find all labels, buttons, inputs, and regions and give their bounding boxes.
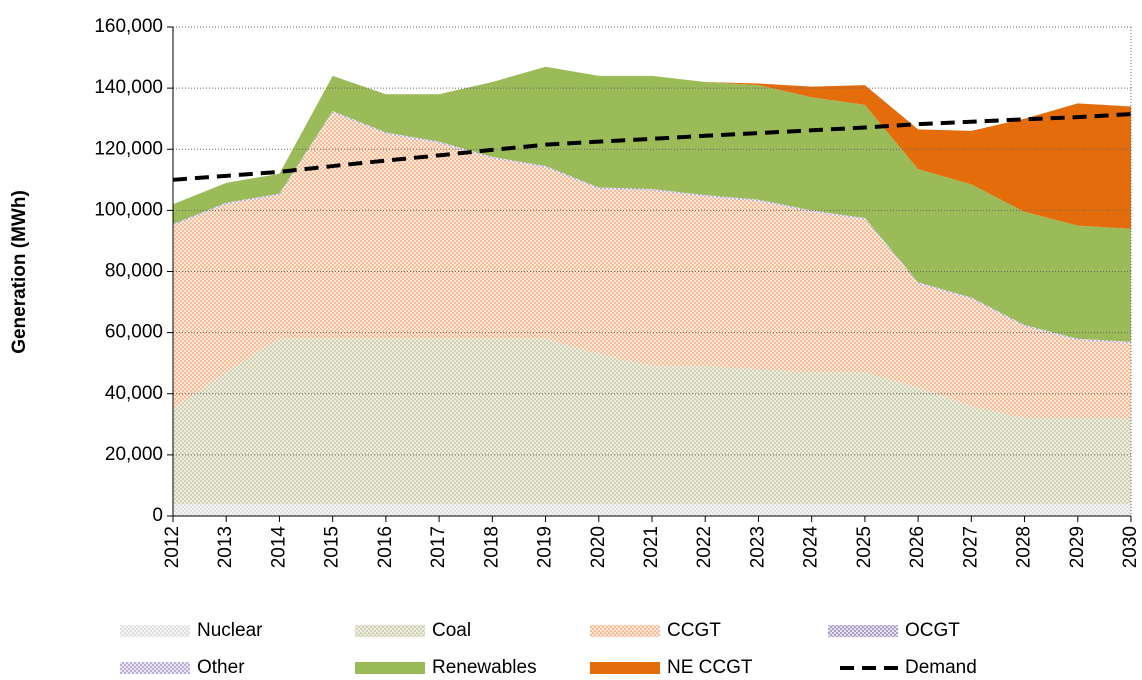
x-tick-label: 2022 [694,526,715,568]
x-tick-label: 2030 [1120,526,1141,568]
x-tick-label: 2012 [162,526,183,568]
y-tick-label: 160,000 [94,16,163,37]
legend-swatch [120,662,190,674]
y-tick-label: 20,000 [105,444,163,465]
legend-swatch [590,662,660,674]
area [173,66,1131,229]
legend-swatch [355,662,425,674]
x-tick-label: 2013 [215,526,236,568]
area [173,112,1131,419]
legend-swatch [590,625,660,637]
line [172,112,1132,182]
area [173,66,1131,342]
legend-label: CCGT [667,620,721,641]
x-tick-label: 2021 [641,526,662,568]
y-tick-label: 100,000 [94,199,163,220]
y-tick-label: 0 [152,505,163,526]
y-tick-label: 60,000 [105,322,163,343]
area [173,503,1131,516]
legend-label: Renewables [432,657,537,678]
x-tick-label: 2026 [907,526,928,568]
y-tick-label: 120,000 [94,138,163,159]
y-tick-label: 80,000 [105,261,163,282]
x-tick-label: 2025 [854,526,875,568]
x-tick-label: 2020 [588,526,609,568]
x-tick-label: 2014 [268,526,289,569]
x-tick-label: 2015 [322,526,343,568]
x-tick-label: 2028 [1014,526,1035,568]
x-tick-label: 2029 [1067,526,1088,568]
legend-label: Other [197,657,245,678]
legend-label: Nuclear [197,620,263,641]
x-tick-label: 2023 [747,526,768,568]
x-tick-label: 2016 [375,526,396,568]
area [173,338,1131,504]
x-tick-label: 2024 [801,526,822,569]
legend-label: NE CCGT [667,657,753,678]
legend-label: OCGT [905,620,960,641]
y-tick-label: 40,000 [105,383,163,404]
x-tick-label: 2018 [481,526,502,568]
y-axis-title: Generation (MWh) [9,190,30,354]
x-tick-label: 2019 [535,526,556,568]
x-tick-label: 2027 [960,526,981,568]
legend-swatch [120,625,190,637]
legend-swatch [355,625,425,637]
x-tick-label: 2017 [428,526,449,568]
legend-label: Demand [905,657,977,678]
legend-label: Coal [432,620,471,641]
y-tick-label: 140,000 [94,77,163,98]
legend-swatch [828,625,898,637]
